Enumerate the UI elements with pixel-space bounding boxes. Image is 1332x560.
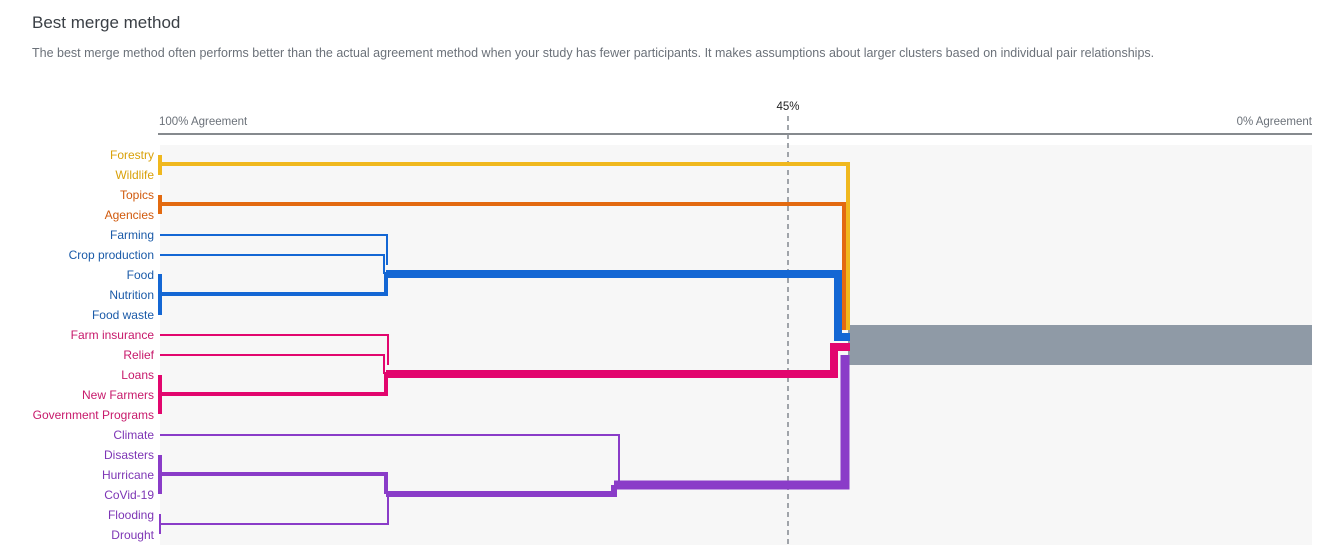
branch-purple-disasters-hurricane	[158, 455, 388, 494]
branch-purple-flooding-drought	[159, 494, 389, 534]
branch-pink-insurance-relief	[160, 334, 389, 374]
leaf-label-disasters: Disasters	[104, 448, 154, 462]
section-description: The best merge method often performs bet…	[32, 46, 1155, 60]
leaf-label-nutrition: Nutrition	[109, 288, 154, 302]
leaf-label-food: Food	[127, 268, 154, 282]
leaf-label-agencies: Agencies	[105, 208, 154, 222]
branch-pink-loans-newfarmers	[158, 372, 388, 414]
branch-orange-pair	[158, 195, 846, 330]
leaf-label-relief: Relief	[123, 348, 154, 362]
branch-blue-trunk	[386, 270, 850, 341]
leaf-label-farming: Farming	[110, 228, 154, 242]
branch-pink-trunk	[386, 343, 850, 378]
threshold-label: 45%	[776, 101, 799, 113]
leaf-label-government-programs: Government Programs	[33, 408, 154, 422]
branch-purple-trunk	[614, 355, 850, 490]
leaf-label-hurricane: Hurricane	[102, 468, 154, 482]
leaf-label-flooding: Flooding	[108, 508, 154, 522]
leaf-label-wildlife: Wildlife	[115, 168, 154, 182]
leaf-label-climate: Climate	[113, 428, 154, 442]
final-merge-bar	[848, 325, 1312, 365]
branch-blue-food-nutrition	[158, 272, 388, 315]
branch-yellow-pair	[158, 155, 850, 330]
section-title: Best merge method	[32, 13, 181, 32]
axis-left-label: 100% Agreement	[159, 116, 248, 128]
leaf-label-covid-19: CoVid-19	[104, 488, 154, 502]
leaf-label-food-waste: Food waste	[92, 308, 154, 322]
leaf-label-topics: Topics	[120, 188, 154, 202]
leaf-label-loans: Loans	[121, 368, 154, 382]
leaf-label-crop-production: Crop production	[69, 248, 154, 262]
leaf-label-drought: Drought	[111, 528, 154, 542]
axis-right-label: 0% Agreement	[1237, 116, 1313, 128]
leaf-label-farm-insurance: Farm insurance	[71, 328, 155, 342]
leaf-label-new-farmers: New Farmers	[82, 388, 154, 402]
leaf-label-forestry: Forestry	[110, 148, 154, 162]
branch-purple-climate	[160, 434, 620, 484]
branch-blue-farming-crop	[160, 234, 388, 274]
